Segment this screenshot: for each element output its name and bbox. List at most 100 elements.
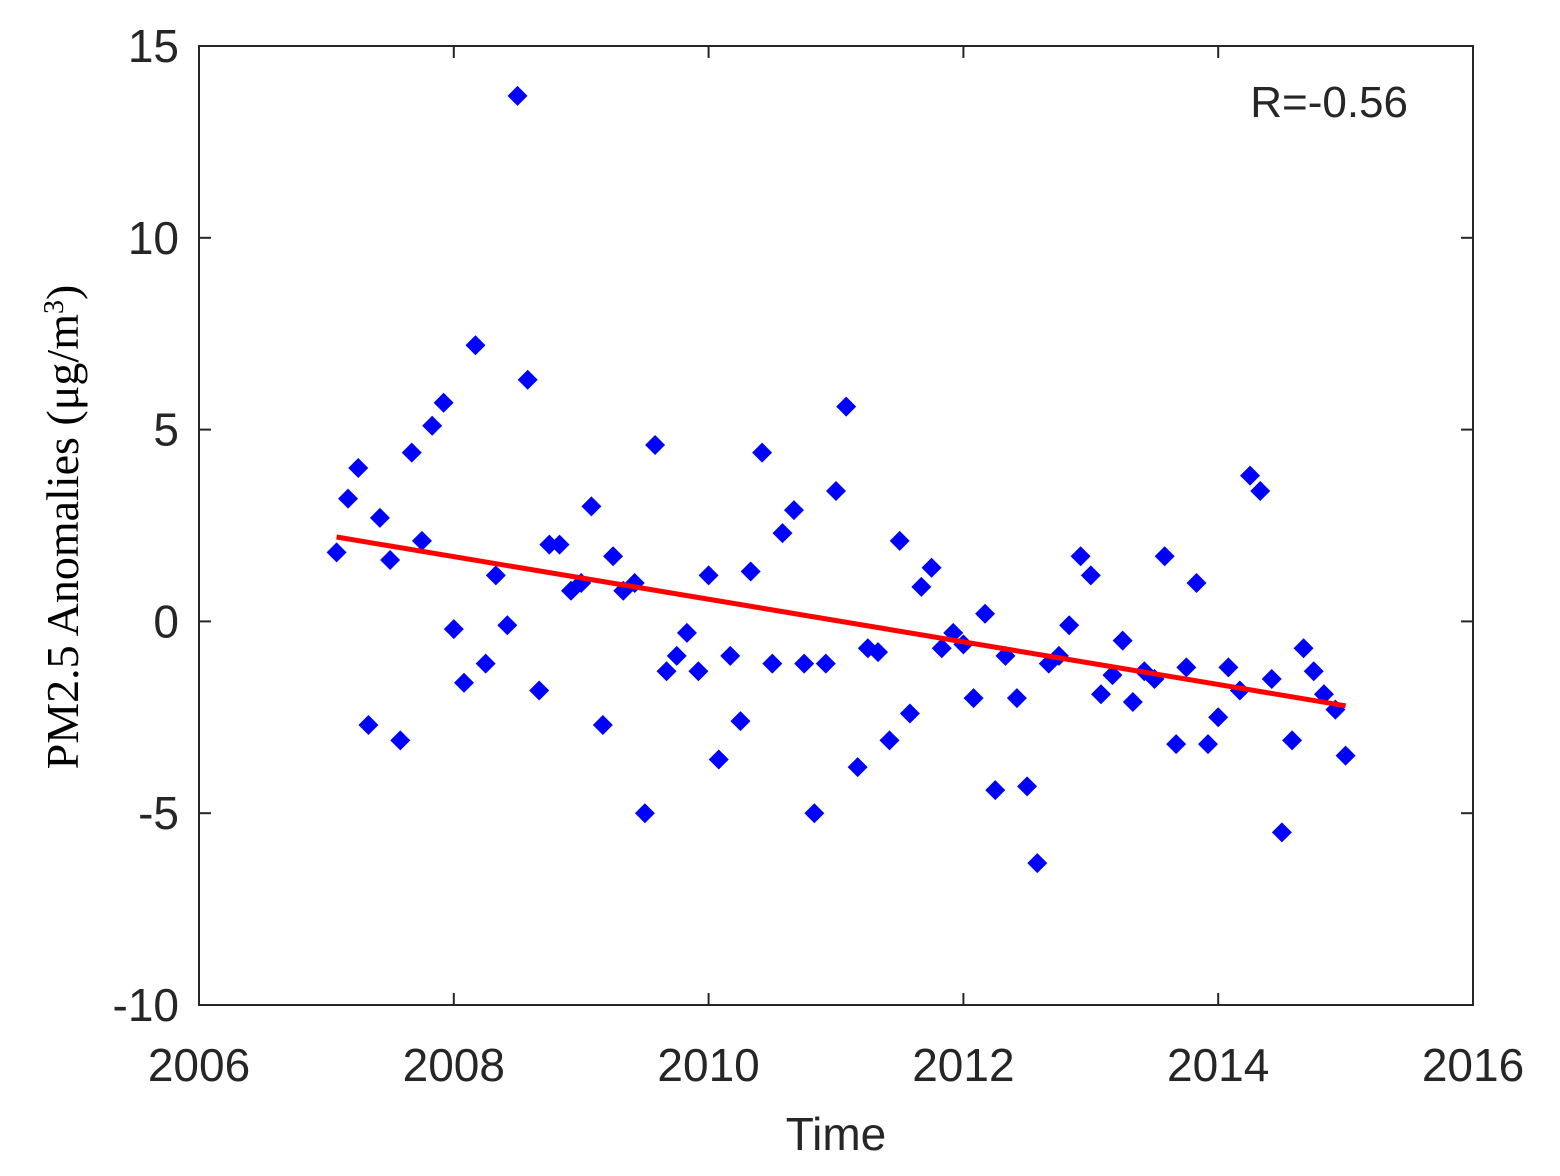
data-point-diamond [497, 615, 518, 636]
x-tick-label: 2010 [657, 1039, 759, 1091]
x-tick-labels: 2006 2008 2010 2012 2014 2016 [148, 1039, 1524, 1091]
data-point-diamond [485, 565, 506, 586]
data-point-diamond [676, 622, 697, 643]
data-point-diamond [380, 550, 401, 571]
data-point-diamond [836, 396, 857, 417]
data-point-diamond [390, 730, 411, 751]
data-point-diamond [740, 561, 761, 582]
data-point-diamond [1282, 730, 1303, 751]
x-tick-label: 2014 [1167, 1039, 1269, 1091]
y-tick-labels: -10 -5 0 5 10 15 [113, 20, 179, 1031]
data-point-diamond [889, 530, 910, 551]
data-point-diamond [1250, 480, 1271, 501]
data-point-diamond [698, 565, 719, 586]
correlation-annotation: R=-0.56 [1250, 78, 1408, 127]
data-point-diamond [762, 653, 783, 674]
data-point-diamond [921, 557, 942, 578]
data-point-diamond [879, 730, 900, 751]
data-point-diamond [1166, 734, 1187, 755]
data-point-diamond [1090, 684, 1111, 705]
data-point-diamond [539, 534, 560, 555]
trend-line [336, 534, 1347, 709]
data-point-diamond [1303, 661, 1324, 682]
data-point-diamond [1240, 465, 1261, 486]
y-axis-title: PM2.5 Anomalies (μg/m3) [37, 285, 88, 770]
data-point-diamond [1271, 822, 1292, 843]
data-point-diamond [453, 672, 474, 693]
data-point-diamond [730, 711, 751, 732]
y-tick-label: -5 [138, 787, 179, 839]
data-point-diamond [1112, 630, 1133, 651]
data-point-diamond [1059, 615, 1080, 636]
x-axis-title: Time [786, 1108, 887, 1160]
data-point-diamond [1293, 638, 1314, 659]
data-point-diamond [1335, 745, 1356, 766]
data-point-diamond [847, 757, 868, 778]
data-point-diamond [899, 703, 920, 724]
data-point-diamond [963, 688, 984, 709]
data-point-diamond [656, 661, 677, 682]
data-point-diamond [1006, 688, 1027, 709]
data-point-diamond [752, 442, 773, 463]
y-axis-title-superscript: 3 [39, 300, 70, 314]
data-point-diamond [868, 642, 889, 663]
data-point-diamond [804, 803, 825, 824]
data-point-diamond [422, 415, 443, 436]
data-point-diamond [815, 653, 836, 674]
data-point-diamond [348, 457, 369, 478]
data-point-diamond [1080, 565, 1101, 586]
y-axis-title-main: PM2.5 Anomalies (μg/m [37, 314, 88, 770]
data-point-diamond [1122, 691, 1143, 712]
data-point-diamond [688, 661, 709, 682]
y-tick-label: 10 [128, 212, 179, 264]
data-point-diamond [645, 434, 666, 455]
data-point-diamond [985, 780, 1006, 801]
data-point-diamond [581, 496, 602, 517]
data-point-diamond [1208, 707, 1229, 728]
data-point-diamond [358, 714, 379, 735]
y-tick-label: 15 [128, 20, 179, 72]
data-point-diamond [549, 534, 570, 555]
data-point-diamond [411, 530, 432, 551]
data-point-diamond [783, 500, 804, 521]
data-point-diamond [931, 638, 952, 659]
y-axis-title-suffix: ) [37, 285, 88, 300]
data-point-diamond [1017, 776, 1038, 797]
data-point-diamond [603, 546, 624, 567]
data-point-diamond [772, 523, 793, 544]
data-point-diamond [1070, 546, 1091, 567]
data-point-diamond [338, 488, 359, 509]
plot-area [198, 45, 1474, 1006]
x-tick-label: 2016 [1422, 1039, 1524, 1091]
y-tick-label: 0 [153, 595, 179, 647]
data-point-diamond [443, 619, 464, 640]
axis-ticks [198, 45, 1474, 1006]
data-point-diamond [1261, 668, 1282, 689]
data-point-diamond [708, 749, 729, 770]
trend-line-group [336, 534, 1347, 709]
data-point-diamond [401, 442, 422, 463]
data-point-diamond [666, 645, 687, 666]
scatter-points [326, 85, 1356, 874]
data-point-diamond [1198, 734, 1219, 755]
data-point-diamond [794, 653, 815, 674]
data-point-diamond [1218, 657, 1239, 678]
data-point-diamond [826, 480, 846, 501]
data-point-diamond [475, 653, 496, 674]
data-point-diamond [975, 603, 996, 624]
x-tick-label: 2012 [912, 1039, 1014, 1091]
x-tick-label: 2008 [403, 1039, 505, 1091]
data-point-diamond [507, 85, 528, 106]
y-tick-label: -10 [113, 979, 179, 1031]
data-point-diamond [911, 576, 932, 597]
data-point-diamond [517, 369, 538, 390]
data-point-diamond [433, 392, 454, 413]
data-point-diamond [1176, 657, 1197, 678]
x-tick-label: 2006 [148, 1039, 250, 1091]
data-point-diamond [529, 680, 550, 701]
data-point-diamond [465, 335, 486, 356]
data-point-diamond [720, 645, 741, 666]
y-tick-label: 5 [153, 404, 179, 456]
data-point-diamond [1027, 853, 1048, 874]
data-point-diamond [1154, 546, 1175, 567]
